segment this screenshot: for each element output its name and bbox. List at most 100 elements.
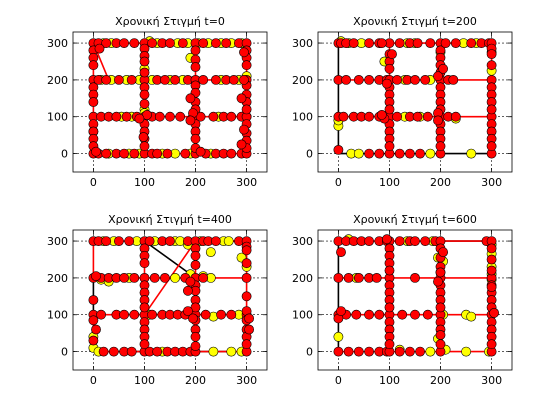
red-node-marker: [382, 78, 392, 89]
red-node-marker: [216, 309, 226, 320]
red-node-marker: [91, 324, 101, 335]
red-node-marker: [435, 302, 446, 313]
plot-area: 0 100 200 300 0 100 200 300: [292, 31, 513, 189]
subplot-t400: Χρονική Στιγμή t=400 0 100 200 300 0 100 200 30…: [47, 213, 268, 387]
red-node-marker: [348, 38, 359, 49]
red-node-marker: [101, 236, 112, 247]
red-node-marker: [88, 295, 99, 305]
red-node-marker: [392, 111, 402, 122]
red-node-marker: [486, 254, 497, 265]
red-node-marker: [448, 75, 459, 85]
red-node-marker: [139, 98, 150, 109]
subplot-title: Χρονική Στιγμή t=0: [115, 15, 225, 28]
plot-area: 0 100 200 300 0 100 200 300: [47, 229, 268, 387]
red-node-marker: [489, 308, 499, 318]
y-tick-label: 0: [61, 346, 68, 359]
red-node-marker: [190, 62, 201, 72]
red-node-marker: [139, 56, 150, 67]
red-node-marker: [425, 38, 436, 49]
red-node-marker: [486, 49, 497, 59]
red-node-marker: [412, 38, 423, 49]
yellow-node-marker: [208, 346, 219, 357]
red-node-marker: [410, 75, 420, 85]
red-node-marker: [376, 38, 387, 49]
red-node-marker: [210, 75, 221, 85]
red-node-marker: [129, 148, 140, 159]
red-node-marker: [190, 250, 201, 261]
red-node-marker: [94, 43, 105, 54]
red-node-marker: [374, 309, 385, 320]
red-node-marker: [126, 346, 137, 357]
red-node-marker: [139, 339, 150, 350]
red-node-marker: [422, 111, 433, 122]
red-node-marker: [98, 346, 109, 357]
y-tick-label: 0: [61, 148, 68, 161]
red-node-marker: [410, 236, 420, 247]
red-node-marker: [364, 236, 374, 247]
red-node-marker: [438, 247, 448, 257]
red-node-marker: [180, 148, 191, 159]
red-node-marker: [394, 148, 405, 159]
plot-area: 0 100 200 300 0 100 200 300: [47, 31, 268, 189]
red-node-marker: [165, 38, 175, 49]
red-node-marker: [139, 141, 150, 152]
yellow-node-marker: [226, 346, 237, 357]
red-node-marker: [241, 60, 252, 71]
red-node-marker: [364, 75, 374, 85]
red-node-marker: [129, 38, 140, 49]
x-tick-label: 200: [430, 374, 451, 387]
red-node-marker: [119, 273, 129, 283]
red-node-marker: [433, 276, 443, 287]
subplot-t0: Χρονική Στιγμή t=0 0 100 200 300 0 100 200 300: [47, 15, 268, 189]
red-node-marker: [241, 258, 252, 269]
subplot-title: Χρονική Στιγμή t=200: [353, 15, 477, 28]
red-node-marker: [88, 97, 99, 107]
y-tick-label: 300: [47, 235, 68, 248]
x-tick-label: 300: [236, 176, 257, 189]
y-tick-label: 100: [47, 111, 68, 124]
x-tick-label: 0: [90, 374, 97, 387]
red-node-marker: [384, 339, 395, 350]
red-node-marker: [438, 63, 448, 74]
yellow-node-marker: [353, 148, 364, 159]
red-node-marker: [91, 271, 101, 281]
red-node-marker: [101, 38, 112, 49]
red-node-marker: [221, 38, 232, 49]
red-node-marker: [124, 236, 135, 247]
red-node-marker: [147, 309, 157, 320]
red-node-marker: [384, 104, 395, 115]
red-node-marker: [239, 124, 249, 135]
red-node-marker: [435, 141, 446, 152]
red-node-marker: [371, 273, 382, 283]
red-node-marker: [364, 111, 374, 122]
red-node-marker: [144, 236, 155, 247]
axes-box: [72, 31, 268, 173]
y-tick-label: 200: [292, 272, 313, 285]
red-node-marker: [364, 346, 374, 357]
red-node-marker: [114, 75, 124, 85]
red-node-marker: [394, 236, 405, 247]
x-tick-label: 100: [379, 374, 400, 387]
red-node-marker: [384, 265, 395, 276]
red-node-marker: [170, 75, 180, 85]
red-node-marker: [241, 291, 252, 302]
red-node-marker: [210, 236, 221, 247]
yellow-node-marker: [425, 148, 436, 159]
y-tick-label: 300: [292, 235, 313, 248]
red-node-marker: [433, 115, 443, 126]
red-node-marker: [353, 273, 364, 283]
red-node-marker: [341, 75, 351, 85]
red-node-marker: [410, 273, 420, 283]
red-node-marker: [333, 145, 344, 155]
red-node-marker: [165, 236, 175, 247]
axes-box: [317, 31, 513, 173]
red-node-marker: [139, 67, 150, 78]
red-node-marker: [126, 75, 137, 85]
red-node-marker: [139, 258, 150, 269]
red-node-marker: [190, 341, 201, 351]
yellow-node-marker: [461, 346, 471, 357]
red-node-marker: [336, 247, 346, 257]
road-line-red: [143, 240, 197, 316]
red-node-marker: [183, 306, 193, 316]
